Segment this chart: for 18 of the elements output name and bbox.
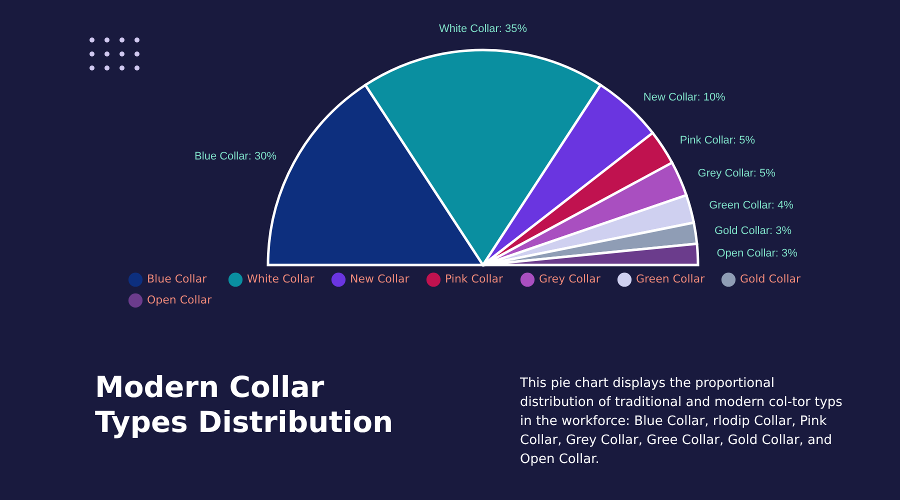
- data-label: Gold Collar: 3%: [714, 225, 792, 238]
- text: This pie chart displays the proportional distribution of traditional and modern col-tor typs in the workforce: Blue Collar, rlodip Collar, Pink Collar, Grey Collar, Gree Collar, Gold Collar, and Open Collar.: [520, 375, 844, 469]
- legend-label: Gold Collar: [740, 272, 802, 286]
- legend-label: New Collar: [350, 272, 410, 286]
- data-label: New Collar: 10%: [643, 91, 726, 104]
- data-label: Grey Collar: 5%: [698, 167, 776, 180]
- text: Modern Collar Types Distribution: [95, 370, 394, 440]
- legend-label: Green Collar: [636, 272, 706, 286]
- legend-label: Blue Collar: [147, 272, 208, 286]
- data-label: Open Collar: 3%: [716, 248, 798, 260]
- data-label: White Collar: 35%: [438, 23, 528, 35]
- legend-label: White Collar: [247, 272, 315, 286]
- legend-label: Pink Collar: [445, 272, 504, 286]
- legend-label: Grey Collar: [539, 272, 601, 286]
- data-label: Green Collar: 4%: [709, 199, 794, 212]
- data-label: Pink Collar: 5%: [680, 134, 756, 146]
- data-label: Blue Collar: 30%: [194, 150, 277, 162]
- legend-label: Open Collar: [147, 294, 212, 306]
